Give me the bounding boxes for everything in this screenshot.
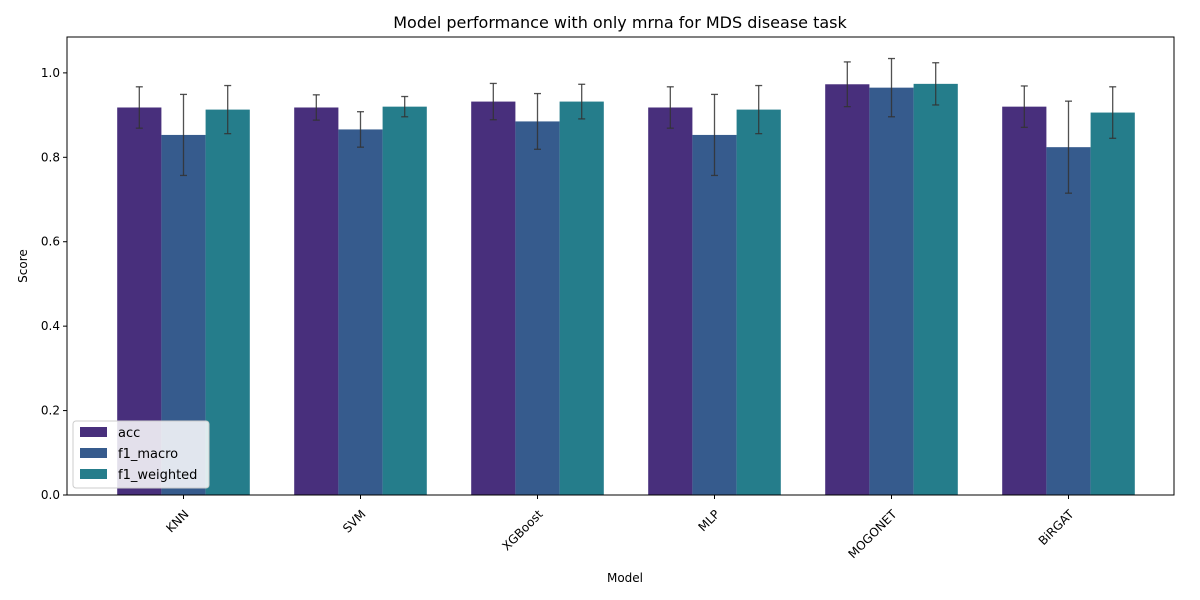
bar-f1_weighted-BiRGAT	[1090, 112, 1135, 495]
bar-f1_macro-SVM	[338, 129, 383, 495]
bar-acc-XGBoost	[471, 101, 516, 495]
bar-f1_weighted-MOGONET	[913, 83, 958, 496]
legend-swatch-f1_macro	[80, 448, 107, 458]
plot-area	[67, 37, 1174, 495]
x-axis-title: Model	[607, 571, 643, 585]
bar-acc-MLP	[648, 107, 693, 496]
y-ticks: 0.0 0.2 0.4 0.6 0.8 1.0	[41, 66, 67, 502]
chart-title: Model performance with only mrna for MDS…	[393, 13, 847, 32]
bar-f1_macro-BiRGAT	[1046, 147, 1091, 496]
x-tick-label-KNN: KNN	[163, 507, 191, 535]
bar-f1_macro-MOGONET	[869, 87, 914, 496]
x-tick-label-MOGONET: MOGONET	[846, 507, 901, 562]
legend-swatch-acc	[80, 427, 107, 437]
x-ticks: KNN SVM XGBoost MLP MOGONET BiRGAT	[163, 495, 1077, 561]
y-tick-label-1.0: 1.0	[41, 66, 60, 80]
errorbars-layer	[135, 57, 1117, 194]
legend-label-f1_weighted: f1_weighted	[118, 468, 197, 483]
x-tick-label-XGBoost: XGBoost	[499, 507, 545, 553]
y-axis-title: Score	[16, 249, 30, 283]
bar-acc-BiRGAT	[1002, 106, 1047, 496]
plot-frame	[66, 36, 1175, 496]
legend-label-f1_macro: f1_macro	[118, 447, 178, 462]
legend: acc f1_macro f1_weighted	[72, 420, 210, 489]
bar-f1_macro-XGBoost	[515, 121, 560, 496]
y-tick-label-0.6: 0.6	[41, 235, 60, 249]
bar-acc-MOGONET	[825, 84, 870, 495]
bar-f1_weighted-XGBoost	[559, 101, 604, 495]
y-tick-label-0.8: 0.8	[41, 150, 60, 164]
bar-f1_weighted-SVM	[382, 106, 427, 496]
x-tick-label-MLP: MLP	[695, 507, 722, 534]
x-tick-label-BiRGAT: BiRGAT	[1036, 507, 1077, 548]
bar-acc-SVM	[294, 107, 339, 496]
y-tick-label-0.4: 0.4	[41, 319, 60, 333]
bar-f1_weighted-KNN	[205, 109, 250, 495]
bars-layer	[117, 83, 1135, 496]
y-tick-label-0.2: 0.2	[41, 404, 60, 418]
bar-f1_macro-MLP	[692, 134, 737, 495]
legend-label-acc: acc	[118, 426, 140, 441]
bar-f1_weighted-MLP	[736, 109, 781, 495]
axes-layer	[66, 36, 1175, 496]
x-tick-label-SVM: SVM	[340, 507, 368, 535]
y-tick-label-0.0: 0.0	[41, 488, 60, 502]
legend-swatch-f1_weighted	[80, 469, 107, 479]
